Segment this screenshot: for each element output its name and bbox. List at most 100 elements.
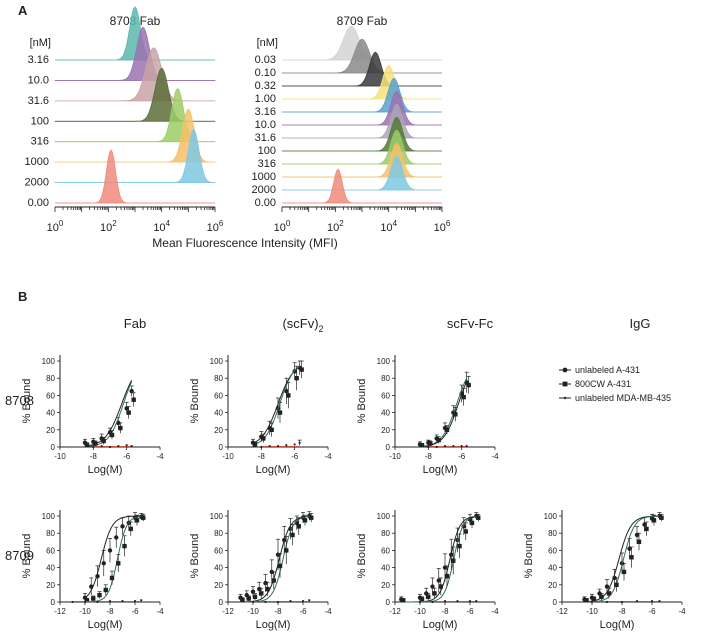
data-point [453, 412, 458, 417]
data-point [449, 552, 454, 557]
data-point [71, 600, 74, 604]
x-tick-label: -8 [441, 607, 449, 616]
data-point [128, 526, 133, 532]
histogram-trace [55, 6, 215, 61]
y-tick-label: 40 [46, 409, 55, 418]
data-point [125, 444, 128, 447]
y-tick-label: 100 [544, 512, 558, 521]
data-point [284, 388, 289, 394]
data-point [268, 445, 271, 448]
data-point [124, 406, 129, 411]
x-tick-label: 100 [274, 219, 291, 234]
data-point [456, 600, 459, 603]
x-tick-label: -8 [618, 607, 626, 616]
x-tick-label: -10 [247, 607, 259, 616]
data-point [84, 443, 90, 448]
y-axis-label: % Bound [189, 379, 201, 424]
fit-curve [252, 365, 300, 446]
x-tick-label: -6 [466, 607, 474, 616]
x-axis-label: Log(M) [256, 464, 291, 476]
column-title: Fab [124, 316, 146, 331]
data-point [83, 600, 87, 604]
x-tick-label: -10 [222, 452, 234, 461]
y-tick-label: 100 [42, 512, 56, 521]
data-point [276, 445, 280, 448]
x-tick-label: -4 [156, 607, 164, 616]
y-tick-label: 20 [46, 426, 55, 435]
y-tick-label: 20 [381, 581, 390, 590]
legend-marker [562, 367, 568, 373]
data-point [134, 518, 140, 523]
data-point [240, 598, 245, 603]
legend-label: unlabeled MDA-MB-435 [575, 393, 671, 403]
data-point [308, 599, 311, 602]
mfi-axis-label: Mean Fluorescence Intensity (MFI) [152, 236, 337, 250]
y-tick-label: 0 [386, 598, 391, 607]
x-tick-label: -6 [291, 452, 299, 461]
data-point [282, 537, 287, 543]
y-tick-label: 0 [51, 443, 56, 452]
y-tick-label: 40 [46, 564, 55, 573]
y-tick-label: 80 [214, 374, 223, 383]
concentration-label: 31.6 [28, 95, 49, 107]
data-point [108, 600, 112, 603]
data-point [452, 445, 455, 448]
data-point [658, 600, 661, 603]
histogram-trace [282, 116, 442, 152]
data-point [461, 394, 466, 400]
y-axis-label: % Bound [189, 534, 201, 579]
data-point [475, 600, 478, 603]
data-point [252, 594, 258, 600]
data-point [91, 596, 96, 601]
data-point [432, 591, 437, 596]
x-axis-label: Log(M) [600, 619, 635, 631]
y-tick-label: 40 [214, 564, 223, 573]
data-point [286, 393, 291, 398]
x-axis-label: Log(M) [88, 464, 123, 476]
histogram-trace [282, 90, 442, 126]
data-point [428, 441, 433, 446]
row-label: 8709 [5, 548, 34, 563]
x-tick-label: 104 [380, 219, 397, 234]
x-tick-label: -12 [54, 607, 66, 616]
y-tick-label: 80 [548, 529, 557, 538]
data-point [419, 443, 425, 448]
histogram-trace [282, 168, 442, 204]
histogram-8709-fab: 8709 Fab [nM] 0.030.100.321.003.1610.031.6… [252, 14, 451, 234]
concentration-label: 0.00 [28, 197, 49, 209]
data-point [108, 445, 112, 449]
data-point [431, 600, 434, 604]
data-point [141, 515, 146, 520]
data-point [634, 532, 640, 538]
concentration-label: 2000 [25, 177, 49, 189]
y-tick-label: 40 [214, 409, 223, 418]
data-point [126, 410, 131, 415]
data-point [118, 425, 123, 431]
y-tick-label: 20 [548, 581, 557, 590]
data-point [129, 388, 134, 394]
y-tick-label: 60 [46, 546, 55, 555]
x-tick-label: -6 [123, 452, 131, 461]
data-point [293, 443, 296, 446]
data-point [629, 555, 634, 560]
binding-panel: 0 20 40 60 80 100 -10 -8 -6 -4 Log(M) % Bound [356, 355, 499, 476]
data-point [436, 578, 441, 583]
histogram-trace [282, 155, 442, 191]
x-axis-label: Log(M) [88, 619, 123, 631]
data-point [438, 584, 443, 589]
data-point [419, 597, 425, 602]
x-tick-label: -10 [586, 607, 598, 616]
x-tick-label: -4 [324, 452, 332, 461]
data-point [627, 546, 632, 551]
x-tick-label: -10 [414, 607, 426, 616]
y-tick-label: 20 [46, 581, 55, 590]
x-tick-label: -12 [556, 607, 568, 616]
x-tick-label: 100 [47, 219, 64, 234]
histogram-trace [282, 129, 442, 165]
y-tick-label: 0 [386, 443, 391, 452]
legend-marker [562, 381, 568, 387]
y-tick-label: 60 [381, 391, 390, 400]
data-point [133, 600, 137, 603]
y-axis-label: % Bound [21, 379, 33, 424]
